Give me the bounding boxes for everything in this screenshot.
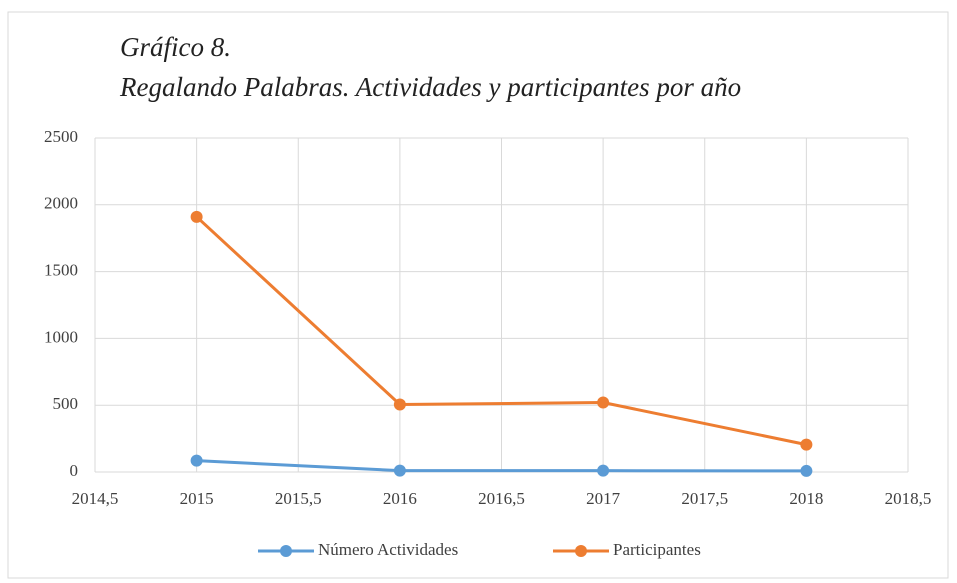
point bbox=[597, 464, 610, 477]
y-tick-label: 2500 bbox=[44, 127, 78, 146]
chart-border bbox=[7, 11, 949, 579]
point bbox=[597, 396, 610, 409]
y-tick-label: 0 bbox=[70, 461, 79, 480]
point bbox=[800, 464, 813, 477]
legend-label: Número Actividades bbox=[318, 540, 458, 559]
point bbox=[800, 438, 813, 451]
point bbox=[393, 464, 406, 477]
series-line bbox=[195, 215, 807, 447]
x-tick-label: 2016,5 bbox=[478, 489, 525, 508]
y-tick-label: 500 bbox=[53, 394, 79, 413]
x-tick-label: 2017,5 bbox=[681, 489, 728, 508]
legend-label: Participantes bbox=[613, 540, 701, 559]
chart-title: Gráfico 8. bbox=[120, 32, 231, 62]
series-line bbox=[196, 459, 807, 473]
point bbox=[190, 210, 203, 223]
y-tick-label: 1500 bbox=[44, 261, 78, 280]
point bbox=[190, 454, 203, 467]
point bbox=[393, 398, 406, 411]
legend-swatch bbox=[280, 545, 292, 557]
y-tick-label: 1000 bbox=[44, 327, 78, 346]
legend-swatch bbox=[575, 545, 587, 557]
x-tick-label: 2018 bbox=[789, 489, 823, 508]
x-tick-label: 2015,5 bbox=[275, 489, 322, 508]
chart-subtitle: Regalando Palabras. Actividades y partic… bbox=[119, 72, 741, 102]
x-tick-label: 2018,5 bbox=[885, 489, 932, 508]
x-tick-label: 2017 bbox=[586, 489, 621, 508]
x-tick-label: 2015 bbox=[180, 489, 214, 508]
x-tick-label: 2014,5 bbox=[72, 489, 119, 508]
y-tick-label: 2000 bbox=[44, 194, 78, 213]
x-tick-label: 2016 bbox=[383, 489, 417, 508]
